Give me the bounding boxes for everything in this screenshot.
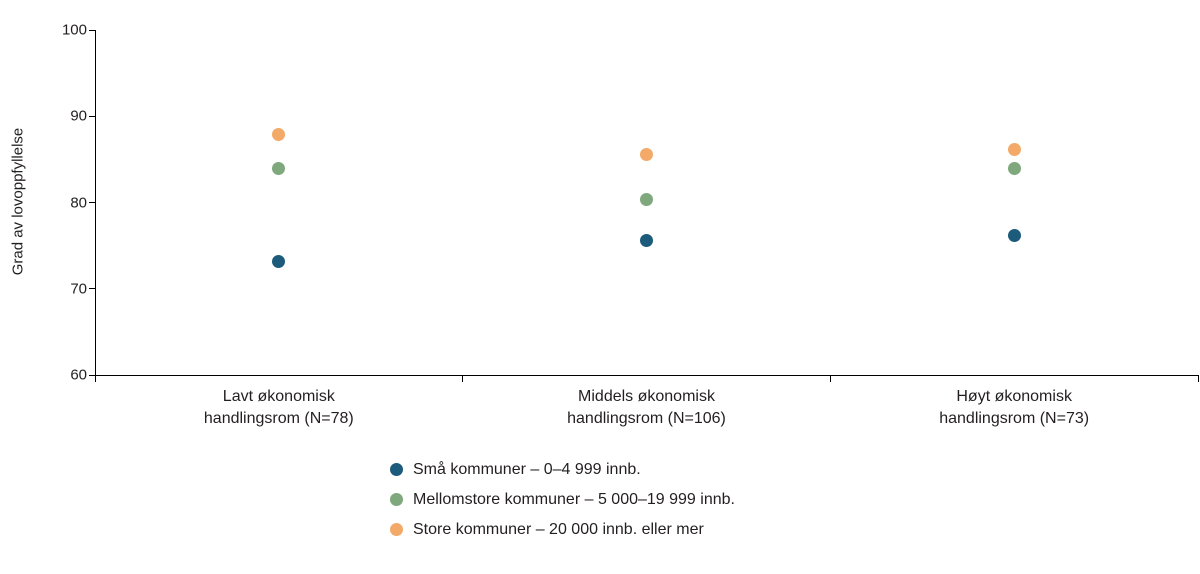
y-tick-label: 60 [70,366,87,384]
y-tick-label: 90 [70,107,87,125]
y-tick-label: 70 [70,280,87,298]
x-tick-mark [1197,375,1199,382]
x-category-label: Lavt økonomisk handlingsrom (N=78) [203,388,354,428]
legend-swatch-icon [390,463,403,476]
x-axis-line [95,375,1199,376]
legend-label: Små kommuner – 0–4 999 innb. [413,461,641,478]
data-point [272,127,286,141]
data-point [1007,228,1021,242]
y-tick-mark [89,29,95,31]
data-point [640,147,653,161]
legend-item: Mellomstore kommuner – 5 000–19 999 innb… [390,491,735,508]
y-axis-line [95,30,96,376]
y-tick-label: 80 [70,194,87,211]
y-tick-label: 100 [61,21,87,39]
chart-legend: Små kommuner – 0–4 999 innb. Mellomstore … [390,461,735,538]
y-tick-mark [89,202,95,203]
y-tick-mark [89,288,95,290]
x-tick-mark [829,375,831,382]
x-tick-mark [462,375,464,382]
legend-item: Små kommuner – 0–4 999 innb. [390,461,735,478]
x-category-label: Høyt økonomisk handlingsrom (N=73) [939,388,1090,428]
y-tick-mark [89,115,95,117]
y-axis-title: Grad av lovoppfyllelse [9,127,27,276]
legend-label: Store kommuner – 20 000 innb. eller mer [413,521,704,538]
data-point [1007,162,1021,176]
y-tick-mark [89,374,95,376]
legend-label: Mellomstore kommuner – 5 000–19 999 innb… [413,491,735,508]
legend-swatch-icon [390,493,403,506]
data-point [640,193,653,207]
data-point [272,162,286,176]
data-point [272,254,286,268]
data-point [640,233,653,247]
data-point [1007,142,1021,156]
legend-swatch-icon [390,523,403,536]
x-category-label: Middels økonomisk handlingsrom (N=106) [567,388,726,428]
x-tick-mark [94,375,96,382]
legend-item: Store kommuner – 20 000 innb. eller mer [390,521,735,538]
